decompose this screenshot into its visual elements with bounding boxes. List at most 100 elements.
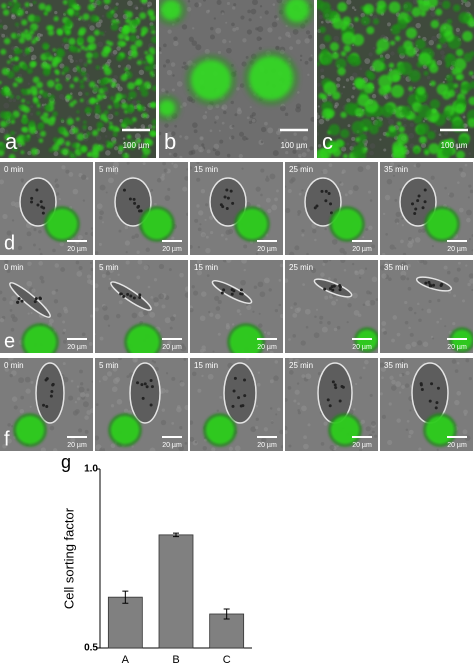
texture (255, 405, 259, 408)
nucleus-granule (420, 388, 424, 392)
green-cell (118, 145, 125, 152)
texture (240, 15, 245, 20)
texture (301, 233, 305, 237)
texture (168, 443, 174, 449)
texture (272, 3, 276, 6)
texture (372, 46, 376, 50)
texture (202, 445, 207, 451)
nucleus-granule (315, 204, 319, 208)
green-cell (152, 132, 156, 136)
texture (223, 110, 227, 115)
texture (0, 290, 3, 295)
texture (170, 316, 175, 322)
green-cell (30, 27, 34, 31)
texture (464, 413, 467, 416)
texture (234, 113, 238, 117)
green-cell (60, 118, 64, 122)
green-cell (76, 65, 80, 70)
green-cell (77, 36, 85, 44)
cell-outline (313, 278, 353, 298)
green-cell (103, 0, 111, 5)
texture (29, 405, 32, 408)
green-cell (110, 9, 115, 14)
texture (299, 362, 304, 366)
texture (68, 395, 74, 401)
texture (69, 58, 74, 64)
time-frame (0, 358, 93, 451)
texture (190, 166, 193, 170)
texture (198, 146, 204, 153)
texture (125, 250, 128, 254)
green-cell (84, 63, 88, 67)
texture (441, 42, 448, 48)
texture (258, 312, 261, 315)
texture (371, 276, 378, 283)
texture (258, 323, 263, 328)
texture (285, 430, 288, 435)
scale-bar-label: 100 µm (281, 141, 308, 150)
texture (103, 4, 109, 10)
texture (413, 86, 416, 89)
green-cell (321, 108, 333, 120)
texture (95, 333, 97, 336)
nucleus-granule (430, 382, 434, 386)
time-frame (190, 358, 283, 451)
nucleus-granule (416, 199, 420, 203)
green-cell (61, 71, 65, 75)
green-cell (342, 16, 352, 26)
texture (380, 392, 383, 396)
texture (20, 395, 25, 400)
texture (414, 237, 421, 243)
texture (117, 273, 120, 277)
texture (191, 40, 198, 46)
time-label: 35 min (384, 165, 408, 174)
green-cell (112, 132, 118, 137)
scale-bar-label: 100 µm (123, 141, 150, 150)
texture (405, 343, 412, 350)
green-cell (94, 107, 102, 115)
green-cell (47, 29, 54, 36)
x-tick-label: A (122, 654, 130, 666)
texture (75, 260, 80, 265)
texture (448, 102, 452, 106)
green-cell (73, 5, 78, 10)
texture (462, 299, 466, 303)
texture (307, 423, 311, 427)
texture (184, 442, 188, 445)
texture (468, 273, 473, 279)
texture (314, 315, 317, 318)
nucleus-granule (338, 285, 342, 289)
green-cell (66, 94, 73, 101)
texture (400, 270, 407, 277)
texture (301, 405, 307, 412)
nucleus-granule (330, 211, 334, 215)
texture (336, 77, 341, 82)
green-cell (453, 4, 461, 12)
texture (30, 3, 33, 7)
texture (206, 149, 211, 154)
texture (369, 199, 373, 202)
texture (402, 76, 405, 79)
scale-bar-label: 20 µm (352, 246, 372, 253)
texture (390, 162, 395, 167)
texture (388, 402, 392, 406)
texture (451, 359, 457, 364)
green-cluster (249, 56, 293, 100)
texture (63, 43, 70, 50)
texture (204, 111, 208, 114)
texture (102, 375, 108, 381)
texture (18, 73, 23, 78)
green-cell (65, 141, 71, 147)
green-cell (411, 7, 422, 17)
texture (359, 67, 363, 71)
texture (115, 377, 121, 383)
scale-bar-label: 20 µm (352, 442, 372, 449)
texture (25, 10, 29, 14)
green-cell (424, 149, 430, 156)
texture (12, 63, 16, 67)
texture (292, 149, 297, 154)
texture (305, 373, 312, 380)
texture (394, 247, 397, 250)
texture (135, 6, 139, 10)
nucleus-granule (243, 378, 247, 382)
